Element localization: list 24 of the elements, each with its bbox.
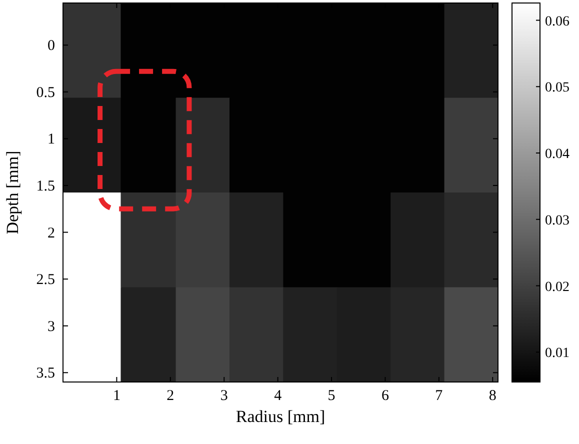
x-tick-label: 3	[220, 388, 228, 404]
y-tick-label: 3	[48, 318, 55, 335]
color-bar-label: 0.05	[545, 80, 570, 96]
x-axis-title: Radius [mm]	[236, 407, 326, 426]
x-tick-label: 5	[328, 388, 336, 404]
x-tick-label: 1	[112, 388, 120, 404]
color-bar-label: 0.02	[545, 280, 570, 295]
y-tick-label: 1.5	[36, 178, 55, 194]
x-tick-label: 4	[274, 388, 282, 404]
y-tick-label: 1	[48, 132, 55, 148]
x-tick-label: 6	[381, 388, 390, 404]
color-bar-label: 0.04	[545, 147, 570, 162]
y-tick-label: 2	[48, 225, 55, 242]
x-tick-label: 2	[166, 388, 174, 404]
y-tick-label: 0.5	[36, 84, 55, 101]
color-bar-label: 0.06	[545, 14, 570, 30]
y-tick-label: 2.5	[36, 272, 55, 288]
y-tick-label: 0	[48, 38, 55, 54]
y-axis-title: Depth [mm]	[3, 150, 22, 234]
y-tick-label: 3.5	[36, 366, 55, 382]
x-tick-label: 8	[488, 388, 496, 404]
color-bar-label: 0.01	[545, 346, 570, 362]
color-bar-label: 0.03	[545, 213, 570, 228]
x-tick-label: 7	[435, 388, 444, 404]
